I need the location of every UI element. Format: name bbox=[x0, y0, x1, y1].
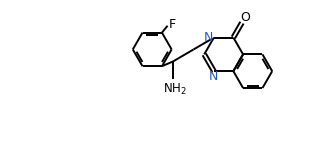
Text: N: N bbox=[204, 31, 213, 44]
Text: NH$_2$: NH$_2$ bbox=[163, 82, 187, 97]
Text: O: O bbox=[240, 11, 250, 24]
Text: F: F bbox=[168, 18, 176, 31]
Text: N: N bbox=[209, 70, 219, 83]
